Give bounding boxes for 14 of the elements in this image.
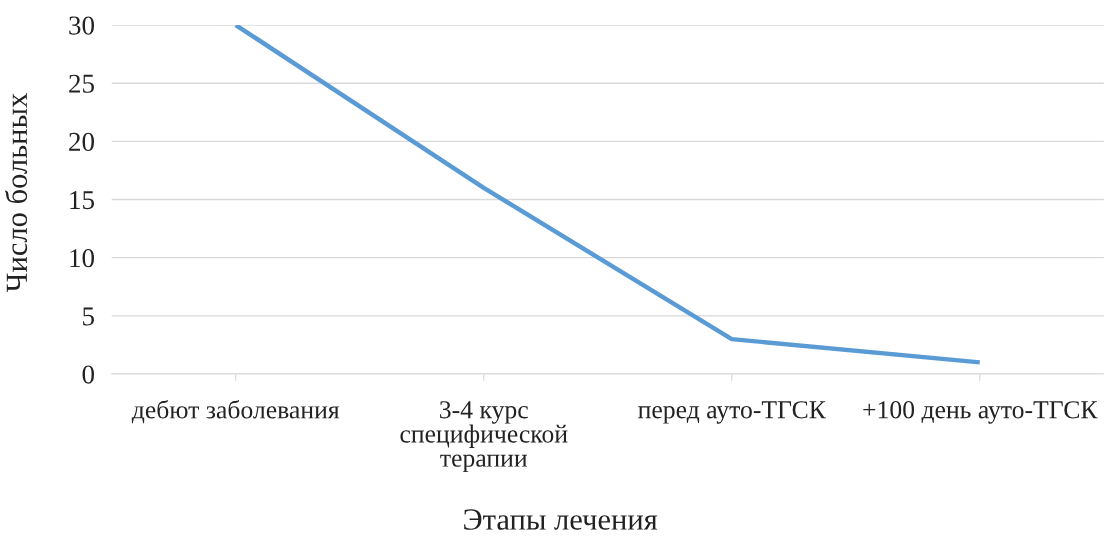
y-tick-label: 10 [70, 249, 95, 268]
x-tick-label: перед ауто-ТГСК [638, 401, 826, 424]
x-tick-label: 3-4 курс специфической терапии [400, 401, 568, 473]
y-tick-label: 0 [82, 365, 95, 384]
y-axis-title: Число больных [4, 93, 28, 293]
y-tick-label: 25 [69, 74, 94, 93]
y-tick-label: 15 [70, 191, 94, 210]
x-tick-label: +100 день ауто-ТГСК [863, 401, 1098, 424]
y-tick-label: 5 [83, 307, 94, 326]
x-tick-label: дебют заболевания [131, 399, 340, 424]
y-tick-label: 20 [69, 132, 95, 152]
line-series [233, 25, 982, 365]
y-tick-label: 30 [69, 16, 95, 35]
x-axis-title: Этапы лечения [464, 509, 658, 530]
